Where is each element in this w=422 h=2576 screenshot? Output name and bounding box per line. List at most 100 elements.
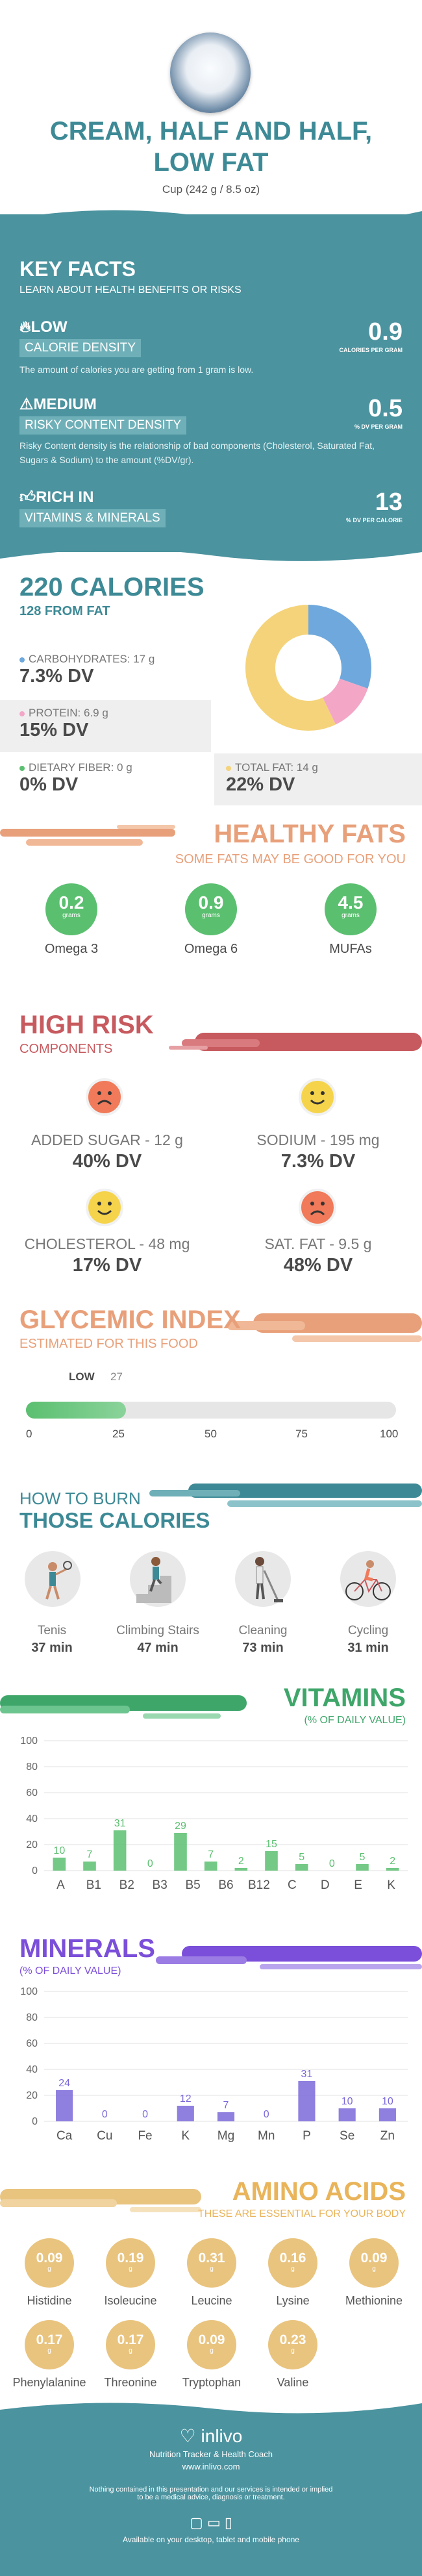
bar <box>83 1862 96 1871</box>
sad-face-icon <box>299 1189 336 1226</box>
bar <box>174 1833 187 1871</box>
key-fact-calorie-density: 🔥︎LOW CALORIE DENSITY <box>19 318 142 357</box>
glycemic-tick: 50 <box>205 1428 217 1440</box>
bar-value-label: 2 <box>390 1856 395 1867</box>
mufas-label: MUFAs <box>329 942 372 956</box>
high-risk-title: HIGH RISK <box>19 1011 154 1039</box>
calories-from-fat: 128 FROM FAT <box>19 604 110 618</box>
bar <box>338 2108 356 2121</box>
risk-value-cholesterol: 17% DV <box>72 1255 142 1276</box>
glycemic-stripes <box>227 1313 422 1342</box>
amino-circle: 0.23 g <box>268 2320 317 2369</box>
glycemic-index-title: GLYCEMIC INDEX <box>19 1306 241 1334</box>
x-category-label: Ca <box>56 2129 73 2143</box>
healthy-fats-stripes <box>0 825 175 846</box>
amino-label: Phenylalanine <box>12 2376 86 2389</box>
protein-dot <box>19 711 25 716</box>
bar-value-label: 7 <box>87 1849 93 1860</box>
bar-value-label: 31 <box>301 2069 313 2080</box>
glycemic-tick: 100 <box>380 1428 399 1440</box>
food-image <box>170 32 251 113</box>
burn-title-line1: HOW TO BURN <box>19 1489 141 1508</box>
x-category-label: B12 <box>248 1878 270 1892</box>
y-tick-label: 0 <box>32 1865 38 1876</box>
bar <box>386 1868 399 1871</box>
amino-label: Histidine <box>27 2294 72 2307</box>
x-category-label: Se <box>340 2129 354 2143</box>
minerals-stripes <box>156 1946 422 1969</box>
burn-title-line2: THOSE CALORIES <box>19 1508 210 1532</box>
amino-circle: 0.09 g <box>25 2238 74 2288</box>
bar-value-label: 0 <box>264 2109 269 2120</box>
risk-value-satfat: 48% DV <box>283 1255 353 1276</box>
amino-label: Valine <box>277 2376 309 2389</box>
key-facts-title: KEY FACTS <box>19 257 136 281</box>
y-tick-label: 100 <box>20 1986 38 1997</box>
footer-url[interactable]: www.inlivo.com <box>182 2462 240 2471</box>
activity-time: 47 min <box>137 1641 179 1655</box>
burn-stripes <box>149 1484 422 1507</box>
x-category-label: B5 <box>185 1878 200 1892</box>
macro-protein: PROTEIN: 6.9 g 15% DV <box>19 707 108 740</box>
bar <box>56 2090 73 2121</box>
activity-time: 37 min <box>31 1641 73 1655</box>
x-category-label: B1 <box>86 1878 101 1892</box>
calorie-donut-chart <box>245 605 371 731</box>
x-category-label: D <box>321 1878 330 1892</box>
minerals-title: MINERALS <box>19 1934 155 1963</box>
key-fact-vitamins: 👍︎RICH IN VITAMINS & MINERALS <box>19 488 166 527</box>
x-category-label: K <box>181 2129 190 2143</box>
key-fact-value: 0.5 <box>368 395 403 422</box>
bar <box>356 1864 369 1871</box>
key-fact-value: 0.9 <box>368 318 403 346</box>
bar-value-label: 29 <box>175 1821 186 1832</box>
vitamins-stripes <box>0 1695 247 1719</box>
amino-circle: 0.17 g <box>25 2320 74 2369</box>
amino-circle: 0.31 g <box>187 2238 236 2288</box>
bar-value-label: 10 <box>341 2096 353 2107</box>
x-category-label: Zn <box>380 2129 395 2143</box>
y-tick-label: 80 <box>26 1762 38 1773</box>
footer-brand[interactable]: ♡ inlivo <box>179 2426 243 2446</box>
bar-value-label: 12 <box>180 2093 192 2104</box>
key-fact-unit: % DV PER GRAM <box>354 423 403 430</box>
bar <box>113 1830 127 1871</box>
calories-title: 220 CALORIES <box>19 573 205 601</box>
omega3-circle: 0.2 grams <box>45 883 97 935</box>
cleaning-person-icon <box>235 1551 291 1607</box>
macro-fat: TOTAL FAT: 14 g 22% DV <box>226 761 318 795</box>
amino-label: Threonine <box>104 2376 157 2389</box>
key-fact-unit: % DV PER CALORIE <box>345 517 403 524</box>
risk-label-cholesterol: CHOLESTEROL - 48 mg <box>24 1235 190 1252</box>
key-fact-value: 13 <box>375 488 403 516</box>
macro-carbohydrates: CARBOHYDRATES: 17 g 7.3% DV <box>19 653 155 687</box>
x-category-label: B2 <box>119 1878 134 1892</box>
x-category-label: K <box>387 1878 395 1892</box>
warning-icon: ⚠ <box>19 396 34 413</box>
carb-dot <box>19 657 25 663</box>
amino-stripes <box>0 2189 201 2212</box>
risk-label-satfat: SAT. FAT - 9.5 g <box>264 1235 372 1252</box>
minerals-bar-chart: 100 80 60 40 20 0 24 0 0 12 7 0 31 10 10 Ca Cu Fe K Mg Mn P Se… <box>20 1986 408 2143</box>
macro-protein-box <box>0 700 211 752</box>
bar <box>379 2108 396 2121</box>
heart-icon: ♡ <box>179 2426 196 2446</box>
healthy-fats-subtitle: SOME FATS MAY BE GOOD FOR YOU <box>175 852 406 866</box>
x-category-label: B3 <box>153 1878 168 1892</box>
amino-circle: 0.09 g <box>349 2238 399 2288</box>
x-category-label: Fe <box>138 2129 152 2143</box>
vitamins-title: VITAMINS <box>283 1684 406 1712</box>
amino-circle: 0.17 g <box>106 2320 155 2369</box>
amino-title: AMINO ACIDS <box>232 2177 406 2206</box>
x-category-label: Mn <box>258 2129 275 2143</box>
glycemic-tick: 0 <box>26 1428 32 1440</box>
omega6-label: Omega 6 <box>184 942 238 956</box>
devices-icon: ▢ ▭ ▯ <box>190 2514 232 2531</box>
healthy-fats-title: HEALTHY FATS <box>214 820 406 848</box>
amino-label: Lysine <box>276 2294 310 2307</box>
amino-label: Tryptophan <box>182 2376 242 2389</box>
omega6-circle: 0.9 grams <box>185 883 237 935</box>
cyclist-icon <box>340 1551 396 1607</box>
footer-available: Available on your desktop, tablet and mo… <box>123 2535 299 2544</box>
page-title: CREAM, HALF AND HALF, LOW FAT <box>49 117 373 177</box>
